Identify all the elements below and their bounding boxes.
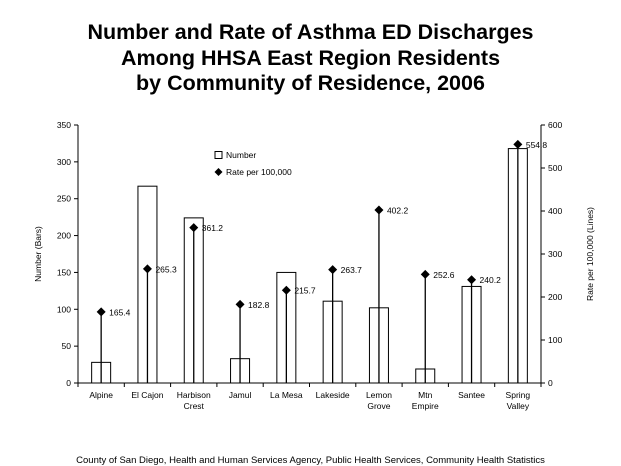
left-axis-tick-label: 350 bbox=[57, 120, 71, 130]
rate-marker bbox=[374, 205, 384, 215]
rate-marker bbox=[235, 299, 245, 309]
x-tick-label: Mtn bbox=[418, 390, 432, 400]
x-tick-label: Harbison bbox=[177, 390, 211, 400]
rate-data-label: 215.7 bbox=[294, 286, 316, 296]
rate-marker bbox=[467, 275, 477, 285]
rate-marker bbox=[96, 307, 106, 317]
chart-title-line-2: Among HHSA East Region Residents bbox=[120, 45, 501, 70]
right-axis-tick-label: 500 bbox=[548, 163, 562, 173]
chart-title-line-3: by Community of Residence, 2006 bbox=[136, 71, 485, 95]
x-tick-label: Valley bbox=[507, 401, 530, 411]
x-tick-label: Empire bbox=[412, 401, 439, 411]
x-tick-label: La Mesa bbox=[270, 390, 303, 400]
rate-data-label: 240.2 bbox=[480, 275, 502, 285]
right-axis-tick-label: 600 bbox=[548, 120, 562, 130]
rate-data-label: 263.7 bbox=[341, 265, 363, 275]
rate-marker bbox=[513, 139, 523, 149]
rate-marker bbox=[189, 223, 199, 233]
right-axis-tick-label: 300 bbox=[548, 249, 562, 259]
rate-marker bbox=[281, 285, 291, 295]
y-axis-title: Number (Bars) bbox=[33, 226, 43, 282]
legend-label-rate: Rate per 100,000 bbox=[226, 167, 292, 177]
chart-title: Number and Rate of Asthma ED Discharges … bbox=[0, 20, 621, 97]
rate-data-label: 554.8 bbox=[526, 140, 548, 150]
x-tick-label: Grove bbox=[367, 401, 390, 411]
rate-data-label: 252.6 bbox=[433, 270, 455, 280]
left-axis-tick-label: 200 bbox=[57, 231, 71, 241]
rate-data-label: 265.3 bbox=[155, 264, 177, 274]
x-tick-label: Crest bbox=[184, 401, 205, 411]
chart-title-line-1: Number and Rate of Asthma ED Discharges bbox=[87, 20, 534, 44]
x-tick-label: Lakeside bbox=[316, 390, 350, 400]
legend-marker-rate bbox=[214, 168, 223, 176]
left-axis-tick-label: 150 bbox=[57, 267, 71, 277]
rate-marker bbox=[420, 269, 430, 279]
legend-swatch-number bbox=[214, 151, 223, 159]
y2-axis-title: Rate per 100,000 (Lines) bbox=[585, 207, 595, 301]
right-axis-tick-label: 400 bbox=[548, 206, 562, 216]
left-axis-tick-label: 0 bbox=[66, 378, 71, 388]
rate-data-label: 165.4 bbox=[109, 307, 131, 317]
x-tick-label: El Cajon bbox=[131, 390, 163, 400]
right-axis-tick-label: 0 bbox=[548, 378, 553, 388]
left-axis-tick-label: 300 bbox=[57, 157, 71, 167]
rate-data-label: 361.2 bbox=[202, 223, 224, 233]
x-tick-label: Alpine bbox=[89, 390, 113, 400]
legend-label-number: Number bbox=[226, 150, 256, 160]
source-footer: County of San Diego, Health and Human Se… bbox=[76, 455, 545, 466]
x-tick-label: Spring bbox=[506, 390, 531, 400]
rate-data-label: 182.8 bbox=[248, 300, 270, 310]
right-axis-tick-label: 100 bbox=[548, 335, 562, 345]
rate-data-label: 402.2 bbox=[387, 206, 409, 216]
left-axis-tick-label: 100 bbox=[57, 304, 71, 314]
rate-marker bbox=[328, 265, 338, 275]
left-axis-tick-label: 50 bbox=[62, 341, 72, 351]
rate-marker bbox=[142, 264, 152, 274]
left-axis-tick-label: 250 bbox=[57, 194, 71, 204]
x-tick-label: Santee bbox=[458, 390, 485, 400]
x-tick-label: Lemon bbox=[366, 390, 392, 400]
x-tick-label: Jamul bbox=[229, 390, 252, 400]
right-axis-tick-label: 200 bbox=[548, 292, 562, 302]
